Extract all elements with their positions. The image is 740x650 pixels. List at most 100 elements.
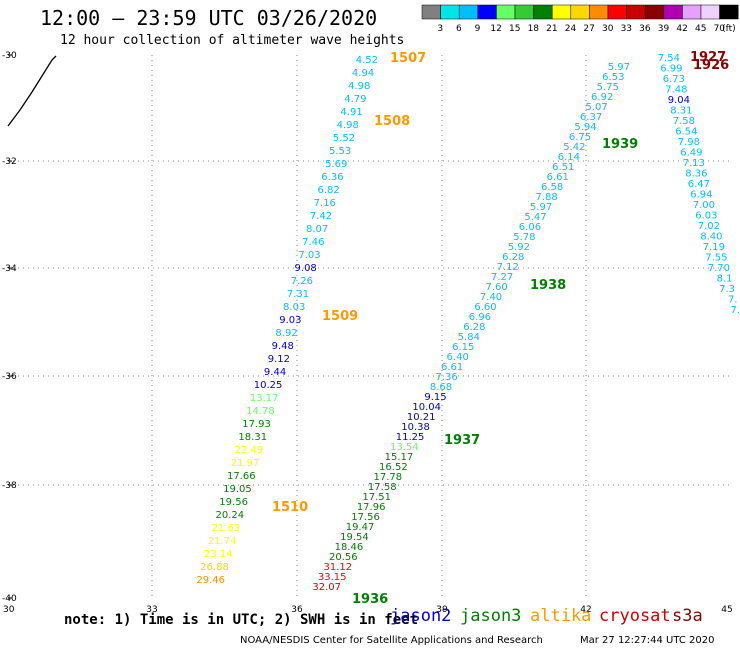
wave-height-label: 5.78: [513, 232, 535, 243]
wave-height-label: 7.54: [658, 53, 680, 64]
colorbar-label: 3: [437, 24, 443, 34]
colorbar-swatch: [719, 4, 739, 20]
wave-height-label: 18.46: [335, 542, 364, 553]
wave-height-label: 15.17: [385, 452, 414, 463]
wave-height-label: 4.98: [348, 81, 370, 92]
wave-height-label: 6.14: [558, 152, 580, 163]
wave-height-label: 7.88: [535, 192, 557, 203]
wave-height-label: 5.69: [325, 159, 347, 170]
wave-height-label: 19.47: [346, 522, 375, 533]
wave-height-label: 7.16: [314, 198, 336, 209]
colorbar-swatch: [440, 4, 460, 20]
wave-height-label: 6.28: [463, 322, 485, 333]
colorbar-label: 9: [475, 24, 481, 34]
wave-height-label: 7.48: [665, 85, 687, 96]
wave-height-label: 6.47: [688, 179, 710, 190]
wave-height-label: 17.96: [357, 502, 386, 513]
wave-height-label: 8.31: [670, 106, 692, 117]
colorbar-label: (ft): [722, 24, 736, 34]
map-title: 12:00 — 23:59 UTC 03/26/2020: [40, 6, 378, 30]
wave-height-label: 19.56: [219, 497, 248, 508]
wave-height-label: 17.78: [373, 472, 402, 483]
wave-height-label: 8.40: [700, 232, 722, 243]
wave-height-label: 7.31: [287, 289, 309, 300]
colorbar-swatch: [589, 4, 609, 20]
colorbar-swatch: [514, 4, 534, 20]
wave-height-label: 5.75: [597, 82, 619, 93]
wave-height-label: 13.54: [390, 442, 419, 453]
wave-height-label: 7.19: [703, 242, 725, 253]
wave-height-label: 10.04: [412, 402, 441, 413]
colorbar-label: 30: [602, 24, 614, 34]
colorbar-label: 6: [456, 24, 462, 34]
wave-height-label: 6.61: [441, 362, 463, 373]
y-tick-label: -40: [2, 594, 17, 604]
map-subtitle: 12 hour collection of altimeter wave hei…: [60, 33, 405, 48]
pass-number-label: 1938: [530, 278, 566, 293]
wave-height-label: 20.56: [329, 552, 358, 563]
y-tick-label: -32: [2, 157, 17, 167]
wave-height-label: 7.42: [310, 211, 332, 222]
colorbar-swatch: [570, 4, 590, 20]
colorbar-swatch: [421, 4, 441, 20]
wave-height-label: 9.15: [424, 392, 446, 403]
wave-height-label: 6.99: [660, 64, 682, 75]
wave-height-label: 6.61: [547, 172, 569, 183]
y-tick-label: -30: [2, 51, 17, 61]
wave-height-label: 6.73: [663, 74, 685, 85]
wave-height-label: 19.54: [340, 532, 369, 543]
wave-height-label: 7.: [728, 295, 738, 306]
wave-height-label: 7.55: [705, 253, 727, 264]
wave-height-label: 7.02: [698, 221, 720, 232]
wave-height-label: 7.98: [678, 137, 700, 148]
colorbar-label: 45: [695, 24, 706, 34]
wave-height-label: 5.92: [508, 242, 530, 253]
wave-height-label: 6.60: [474, 302, 496, 313]
wave-height-label: 6.28: [502, 252, 524, 263]
wave-height-label: 7.00: [693, 200, 715, 211]
colorbar-swatch: [644, 4, 665, 20]
wave-height-label: 7.58: [673, 116, 695, 127]
wave-height-label: 6.49: [680, 148, 702, 159]
wave-height-label: 33.15: [318, 572, 347, 583]
wave-height-label: 6.94: [690, 190, 712, 201]
wave-height-label: 6.54: [675, 127, 697, 138]
wave-height-label: 7.: [730, 305, 740, 316]
wave-height-label: 6.96: [469, 312, 491, 323]
wave-height-label: 9.48: [272, 341, 294, 352]
pass-number-label: 1937: [444, 433, 480, 448]
legend-cryosat: cryosat: [599, 606, 671, 626]
wave-height-label: 4.98: [337, 120, 359, 131]
colorbar-label: 36: [639, 24, 651, 34]
wave-height-label: 10.21: [407, 412, 436, 423]
colorbar-label: 33: [621, 24, 632, 34]
wave-height-label: 6.03: [695, 211, 717, 222]
pass-number-label: 1936: [352, 592, 388, 607]
wave-height-label: 7.26: [291, 276, 313, 287]
pass-number-label: 1939: [602, 137, 638, 152]
colorbar-swatch: [682, 4, 702, 20]
wave-height-label: 6.37: [580, 112, 602, 123]
legend-s3a: s3a: [672, 606, 703, 626]
wave-height-label: 5.84: [458, 332, 480, 343]
wave-height-label: 6.53: [602, 72, 624, 83]
wave-height-label: 7.12: [497, 262, 519, 273]
wave-height-label: 5.53: [329, 146, 351, 157]
wave-height-label: 6.92: [591, 92, 613, 103]
wave-height-label: 21.74: [208, 536, 237, 547]
wave-height-label: 5.52: [333, 133, 355, 144]
footer-credit: NOAA/NESDIS Center for Satellite Applica…: [240, 635, 543, 646]
legend-jason3: jason3: [460, 606, 522, 626]
wave-height-label: 10.38: [401, 422, 430, 433]
wave-height-label: 32.07: [312, 582, 341, 593]
wave-height-label: 21.63: [212, 523, 241, 534]
wave-height-label: 6.82: [317, 185, 339, 196]
wave-height-label: 17.51: [362, 492, 391, 503]
wave-height-label: 9.08: [295, 263, 317, 274]
x-tick-label: 42: [580, 605, 591, 615]
wave-height-label: 7.36: [435, 372, 457, 383]
wave-height-label: 31.12: [323, 562, 352, 573]
wave-height-label: 5.47: [524, 212, 546, 223]
wave-height-label: 7.03: [298, 250, 320, 261]
x-tick-label: 36: [291, 605, 303, 615]
